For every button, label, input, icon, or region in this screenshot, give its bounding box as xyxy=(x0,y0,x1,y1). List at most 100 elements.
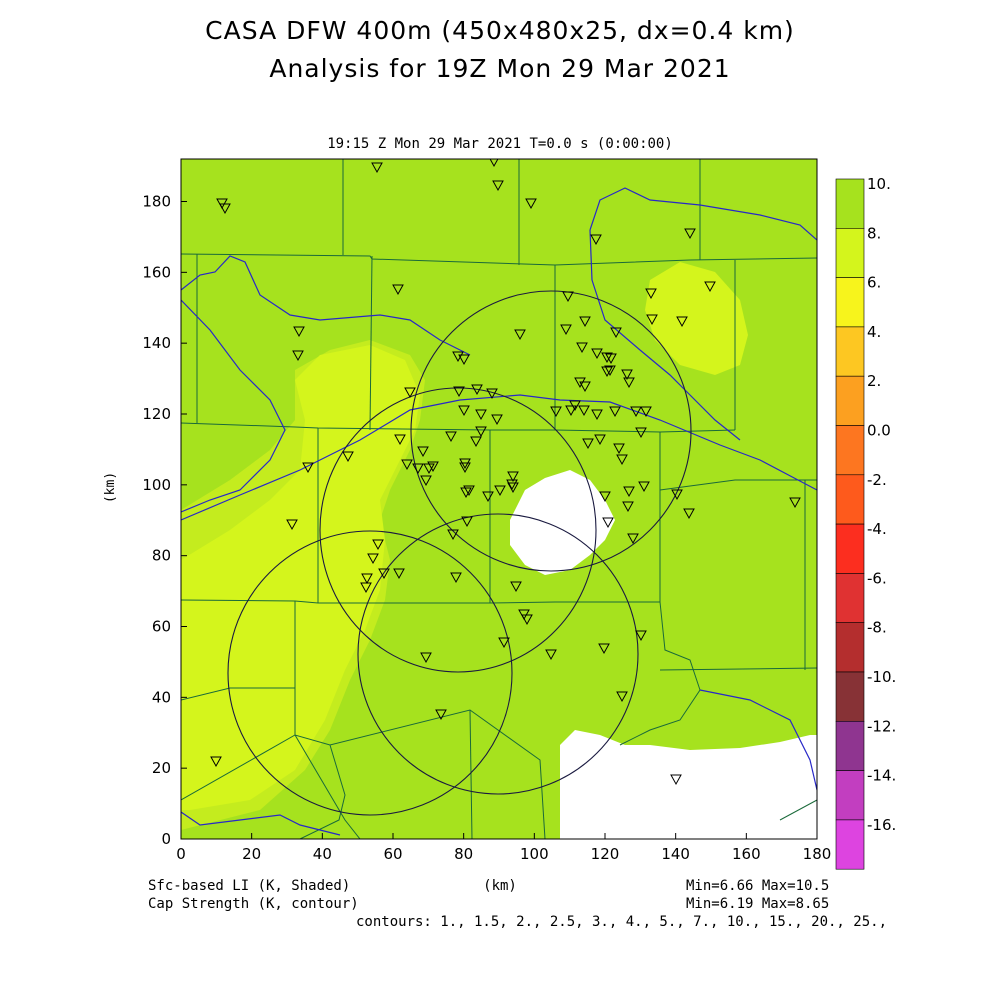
colorbar-swatch xyxy=(835,326,865,377)
colorbar-swatch xyxy=(835,573,865,624)
station-marker xyxy=(683,508,695,520)
station-marker xyxy=(404,387,416,399)
colorbar-swatch xyxy=(835,622,865,673)
y-tick-label: 20 xyxy=(152,759,171,777)
station-marker xyxy=(599,491,611,503)
station-marker xyxy=(569,400,581,412)
station-marker xyxy=(621,369,633,381)
station-marker xyxy=(605,353,617,365)
colorbar-swatch xyxy=(835,375,865,426)
contour-levels: contours: 1., 1.5, 2., 2.5, 3., 4., 5., … xyxy=(356,914,888,930)
station-marker xyxy=(646,314,658,326)
colorbar-swatch xyxy=(835,523,865,574)
station-marker xyxy=(420,652,432,664)
x-axis-ticks: 0 20 40 60 80 100 120 140 160 180 xyxy=(176,833,831,863)
station-marker xyxy=(623,486,635,498)
x-axis-label: (km) xyxy=(483,878,517,894)
y-tick-label: 120 xyxy=(142,405,171,423)
station-marker xyxy=(489,159,499,168)
station-marker xyxy=(460,487,472,499)
station-marker xyxy=(458,405,470,417)
rivers xyxy=(181,187,817,836)
station-marker xyxy=(463,485,475,497)
station-marker xyxy=(219,203,231,215)
station-marker xyxy=(598,643,610,655)
analysis-time-title: Analysis for 19Z Mon 29 Mar 2021 xyxy=(269,54,731,83)
station-marker xyxy=(342,451,354,463)
x-tick-label: 80 xyxy=(454,845,473,863)
station-marker xyxy=(562,291,574,303)
station-marker xyxy=(393,568,405,580)
station-marker xyxy=(417,446,429,458)
station-marker xyxy=(498,637,510,649)
colorbar-label: -16. xyxy=(867,816,896,834)
station-marker xyxy=(450,572,462,584)
colorbar-swatch xyxy=(835,720,865,771)
station-marker xyxy=(560,324,572,336)
station-marker xyxy=(609,406,621,418)
station-marker xyxy=(622,501,634,513)
colorbar-label: 8. xyxy=(867,224,881,242)
station-marker xyxy=(292,350,304,362)
station-marker xyxy=(492,180,504,192)
colorbar-label: 2. xyxy=(867,372,881,390)
station-marker xyxy=(371,162,383,174)
station-marker xyxy=(210,756,222,768)
colorbar-label: -12. xyxy=(867,717,896,735)
station-marker xyxy=(361,573,373,585)
station-marker xyxy=(461,516,473,528)
station-marker xyxy=(635,630,647,642)
station-marker xyxy=(486,388,498,400)
valid-time-subtitle: 19:15 Z Mon 29 Mar 2021 T=0.0 s (0:00:00… xyxy=(327,136,673,152)
colorbar-swatch xyxy=(835,671,865,722)
colorbar-swatch xyxy=(835,228,865,278)
station-marker xyxy=(630,406,642,418)
colorbar-swatch xyxy=(835,770,865,821)
y-tick-label: 180 xyxy=(142,193,171,211)
station-marker xyxy=(591,409,603,421)
y-tick-label: 100 xyxy=(142,476,171,494)
y-axis-ticks: 0 20 40 60 80 100 120 140 160 180 xyxy=(142,193,187,848)
y-tick-label: 140 xyxy=(142,334,171,352)
station-marker xyxy=(604,365,616,377)
station-marker xyxy=(582,438,594,450)
shaded-stats: Min=6.66 Max=10.5 xyxy=(686,878,830,894)
contour-field-label: Cap Strength (K, contour) xyxy=(148,896,359,912)
x-tick-label: 120 xyxy=(591,845,620,863)
station-marker xyxy=(293,326,305,338)
station-marker xyxy=(579,316,591,328)
colorbar: 10. 8. 6. 4. 2. 0.0 -2. -4. -6. -8. -10. -12. -14. -1… xyxy=(835,175,896,870)
station-marker xyxy=(378,568,390,580)
station-marker xyxy=(635,427,647,439)
x-tick-label: 20 xyxy=(242,845,261,863)
y-tick-label: 160 xyxy=(142,263,171,281)
colorbar-swatch xyxy=(835,819,865,870)
title: CASA DFW 400m (450x480x25, dx=0.4 km) xyxy=(205,16,795,45)
station-marker xyxy=(545,649,557,661)
station-marker xyxy=(613,443,625,455)
station-marker xyxy=(420,475,432,487)
station-markers xyxy=(210,159,801,786)
station-marker xyxy=(475,426,487,438)
station-marker xyxy=(684,228,696,240)
colorbar-swatch xyxy=(835,178,865,229)
colorbar-label: -4. xyxy=(867,520,887,538)
station-marker xyxy=(623,377,635,389)
station-marker xyxy=(616,691,628,703)
station-marker xyxy=(565,405,577,417)
shaded-field-label: Sfc-based LI (K, Shaded) xyxy=(148,878,351,894)
station-marker xyxy=(576,342,588,354)
x-tick-label: 60 xyxy=(383,845,402,863)
contour-stats: Min=6.19 Max=8.65 xyxy=(686,896,830,912)
county-boundaries xyxy=(181,159,817,839)
y-tick-label: 60 xyxy=(152,618,171,636)
plot-frame xyxy=(180,158,818,840)
station-marker xyxy=(372,539,384,551)
colorbar-label: -14. xyxy=(867,767,896,785)
colorbar-label: -8. xyxy=(867,619,887,637)
li-light-shading-west xyxy=(181,345,420,810)
station-marker xyxy=(392,284,404,296)
x-tick-label: 100 xyxy=(520,845,549,863)
y-tick-label: 0 xyxy=(161,830,171,848)
